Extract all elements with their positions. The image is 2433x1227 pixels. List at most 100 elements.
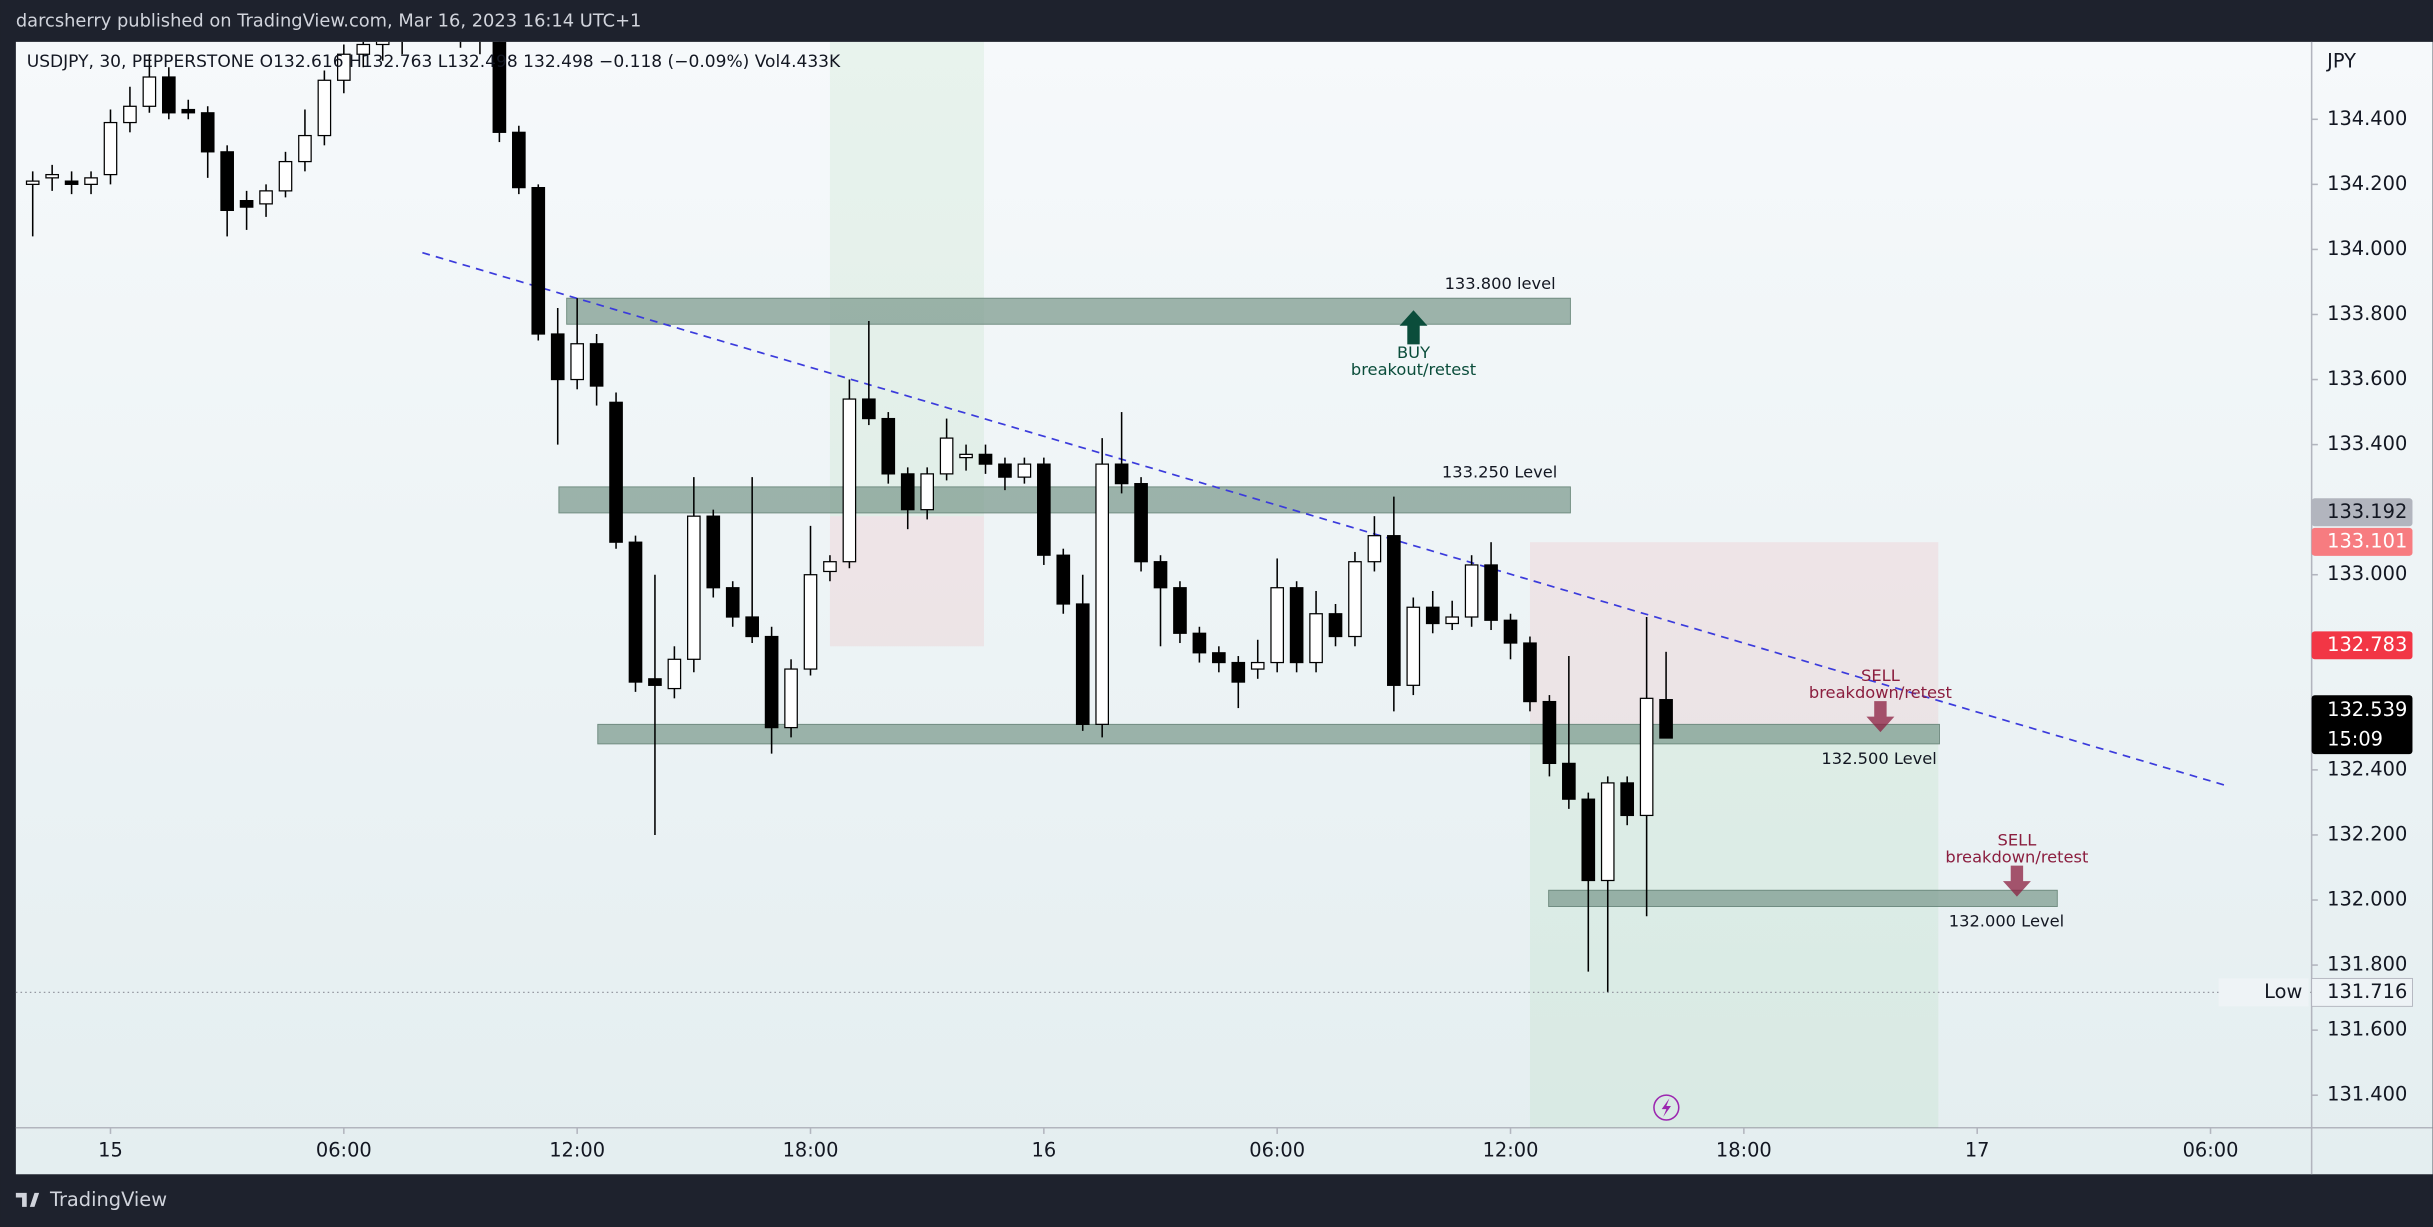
candle-body <box>1464 564 1479 618</box>
candle-body <box>939 437 954 475</box>
candle-body <box>570 343 584 381</box>
candle-body <box>667 658 682 690</box>
annotation-text: breakdown/retest <box>1945 847 2088 866</box>
position-target <box>1529 724 1939 1128</box>
annotation-text: BUY <box>1397 343 1430 362</box>
candle-body <box>745 616 759 638</box>
y-tick-label: 131.400 <box>2327 1083 2407 1106</box>
candle-body <box>1017 463 1032 478</box>
candle-body <box>161 76 176 114</box>
candle-body <box>337 53 351 81</box>
candle-body <box>900 473 915 511</box>
candle-body <box>881 417 896 475</box>
publish-header: darcsherry published on TradingView.com,… <box>16 11 642 32</box>
candle-body <box>764 635 779 729</box>
low-label-bg <box>2218 978 2309 1007</box>
price-tag <box>2311 631 2413 660</box>
candle-body <box>1212 652 1226 664</box>
candle-body <box>492 41 507 133</box>
candle-body <box>550 333 565 381</box>
y-tick-label: 134.200 <box>2327 172 2407 195</box>
y-tick-label: 132.200 <box>2327 822 2407 845</box>
x-tick-label: 16 <box>1032 1138 1057 1161</box>
price-tag-label: 132.539 <box>2327 698 2407 721</box>
candle-body <box>531 186 546 335</box>
candle-body <box>1639 697 1654 817</box>
candle-body <box>1114 463 1129 485</box>
annotation-arrow <box>1399 310 1428 345</box>
candle-body <box>1445 616 1460 625</box>
candle-body <box>220 151 234 212</box>
candle-body <box>609 401 623 543</box>
candle-body <box>648 678 662 686</box>
low-label: Low <box>2264 980 2302 1003</box>
x-tick-label: 06:00 <box>316 1138 372 1161</box>
candle-body <box>1056 554 1071 605</box>
candle-body <box>45 173 59 179</box>
x-tick-label: 12:00 <box>549 1138 605 1161</box>
zone <box>597 723 1940 745</box>
candle-body <box>200 112 215 153</box>
candle-body <box>123 105 137 124</box>
position-stop <box>1529 542 1939 725</box>
zone-label: 133.250 Level <box>1442 462 1557 481</box>
price-tag <box>2311 498 2413 527</box>
candle-body <box>239 200 254 208</box>
annotation-text: breakdown/retest <box>1809 683 1952 702</box>
candle-body <box>998 463 1012 478</box>
candle-body <box>803 574 818 670</box>
candle-body <box>1153 561 1168 589</box>
candle-body <box>1192 632 1207 654</box>
candle-body <box>628 541 643 683</box>
candle-body <box>1075 603 1090 725</box>
candle-body <box>1620 782 1635 817</box>
y-tick-label: 134.400 <box>2327 107 2407 130</box>
x-tick-label: 18:00 <box>783 1138 839 1161</box>
candle-body <box>1037 463 1051 556</box>
candle-body <box>1425 606 1440 625</box>
candle-body <box>1367 535 1382 563</box>
candle-body <box>1095 463 1110 725</box>
lightning-icon <box>1653 1094 1680 1121</box>
x-tick-label: 15 <box>98 1138 123 1161</box>
symbol-line: USDJPY, 30, PEPPERSTONE O132.616 H132.76… <box>27 52 841 72</box>
brand: TradingView <box>49 1188 167 1211</box>
candle-body <box>1328 613 1343 638</box>
candle-body <box>356 43 371 55</box>
x-tick-label: 12:00 <box>1483 1138 1539 1161</box>
candle-body <box>725 587 740 618</box>
candle-body <box>978 453 993 465</box>
candle-body <box>920 473 934 511</box>
candle-body <box>1309 613 1323 664</box>
candle-body <box>259 190 273 205</box>
price-tag-label: 133.192 <box>2327 500 2407 523</box>
candle-body <box>959 453 973 459</box>
candle-body <box>84 177 98 185</box>
candle-body <box>1250 661 1265 670</box>
candle-body <box>1523 642 1537 703</box>
zone-label: 133.800 level <box>1445 274 1556 293</box>
candle-body <box>317 79 332 137</box>
candle-body <box>784 668 798 729</box>
low-tag-label: 131.716 <box>2327 980 2407 1003</box>
candle-body <box>1387 535 1401 686</box>
candle-body <box>142 76 157 107</box>
price-tag <box>2311 527 2413 556</box>
candle-body <box>1600 782 1615 882</box>
y-tick-label: 132.000 <box>2327 888 2407 911</box>
candle-body <box>25 180 40 185</box>
y-tick-label: 131.800 <box>2327 953 2407 976</box>
candle-body <box>1406 606 1421 686</box>
x-tick-label: 17 <box>1965 1138 1990 1161</box>
trendline <box>422 251 2229 787</box>
candle-body <box>512 131 526 189</box>
currency: JPY <box>2326 50 2356 73</box>
y-tick-label: 133.600 <box>2327 367 2407 390</box>
price-tag <box>2311 695 2413 755</box>
candle-body <box>1134 483 1148 563</box>
candle-body <box>706 515 721 589</box>
candle-body <box>298 134 312 163</box>
plot <box>25 41 2229 1128</box>
candle-body <box>842 398 857 563</box>
